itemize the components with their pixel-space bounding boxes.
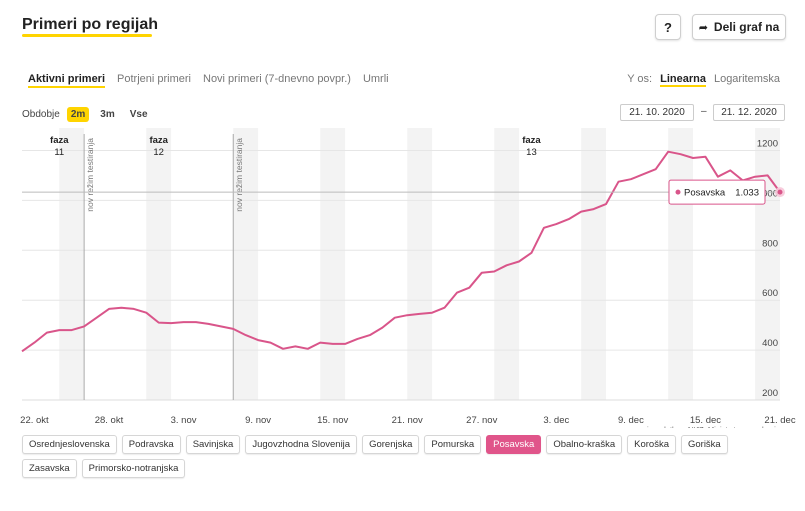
- date-separator: –: [701, 106, 707, 117]
- metric-tabs: Aktivni primeri Potrjeni primeri Novi pr…: [28, 73, 389, 88]
- region-button[interactable]: Gorenjska: [362, 435, 420, 454]
- line-chart: 200 400 600 800 1000 1200 22. okt 28. okt 3. nov…: [20, 128, 796, 428]
- y-tick-label: 400: [762, 338, 778, 349]
- weekend-band: [494, 128, 520, 400]
- region-button[interactable]: Primorsko-notranjska: [81, 459, 186, 478]
- region-button[interactable]: Zasavska: [22, 459, 77, 478]
- y-axis-label: Y os:: [627, 73, 653, 85]
- x-tick-label: 22. okt: [20, 415, 49, 426]
- phase-number: 13: [526, 147, 537, 158]
- weekend-band: [755, 128, 780, 400]
- y-tick-label: 600: [762, 288, 778, 299]
- title-underline: [22, 34, 152, 37]
- x-tick-label: 9. dec: [618, 415, 644, 426]
- region-button[interactable]: Jugovzhodna Slovenija: [245, 435, 358, 454]
- region-button[interactable]: Koroška: [627, 435, 676, 454]
- tab-active-cases[interactable]: Aktivni primeri: [28, 73, 106, 88]
- weekend-band: [320, 128, 346, 400]
- region-button[interactable]: Goriška: [680, 435, 728, 454]
- y-tick-label: 1000: [757, 188, 778, 199]
- tab-new-cases[interactable]: Novi primeri (7-dnevno povpr.): [203, 73, 351, 85]
- x-tick-label: 21. nov: [392, 415, 423, 426]
- y-axis-log[interactable]: Logaritemska: [713, 73, 780, 85]
- page-title: Primeri po regijah: [22, 16, 159, 33]
- event-label: nov režim testiranja: [234, 138, 244, 212]
- tooltip-series: Posavska: [684, 188, 726, 199]
- tab-confirmed-cases[interactable]: Potrjeni primeri: [117, 73, 191, 85]
- share-arrow-icon: ➦: [698, 21, 708, 34]
- tab-deaths[interactable]: Umrli: [362, 73, 389, 85]
- region-button[interactable]: Pomurska: [424, 435, 482, 454]
- region-button[interactable]: Podravska: [121, 435, 181, 454]
- series-line-posavska: [21, 150, 781, 353]
- tooltip-value: 1.033: [735, 188, 759, 199]
- data-source-note: vir podatkov: NIJZ, Ministrstvo za zdrav…: [643, 425, 780, 428]
- y-tick-label: 200: [762, 388, 778, 399]
- weekend-band: [407, 128, 433, 400]
- weekend-band: [59, 128, 85, 400]
- date-to-input[interactable]: 21. 12. 2020: [713, 104, 785, 121]
- phase-label: faza: [522, 135, 541, 146]
- x-tick-label: 21. dec: [764, 415, 795, 426]
- phase-label: faza: [149, 135, 168, 146]
- region-button[interactable]: Obalno-kraška: [546, 435, 623, 454]
- x-tick-label: 3. dec: [543, 415, 569, 426]
- x-tick-label: 28. okt: [95, 415, 124, 426]
- period-label: Obdobje: [22, 109, 60, 120]
- x-tick-label: 9. nov: [245, 415, 271, 426]
- phase-number: 12: [153, 147, 164, 158]
- phase-number: 11: [54, 147, 64, 158]
- hover-point: [777, 189, 783, 195]
- y-axis-linear[interactable]: Linearna: [660, 73, 706, 87]
- x-tick-label: 27. nov: [466, 415, 497, 426]
- region-button[interactable]: Savinjska: [185, 435, 241, 454]
- period-3m[interactable]: 3m: [100, 109, 115, 120]
- date-from-input[interactable]: 21. 10. 2020: [620, 104, 694, 121]
- x-tick-label: 3. nov: [171, 415, 197, 426]
- period-all[interactable]: Vse: [129, 109, 148, 120]
- share-button-label: Deli graf na: [713, 20, 780, 34]
- help-button[interactable]: ?: [655, 14, 681, 40]
- event-label: nov režim testiranja: [85, 138, 95, 212]
- phase-label: faza: [50, 135, 69, 146]
- weekend-band: [581, 128, 607, 400]
- region-button[interactable]: Posavska: [486, 435, 542, 454]
- weekend-band: [146, 128, 172, 400]
- y-axis-scale-switch: Y os: Linearna Logaritemska: [627, 73, 780, 87]
- region-button[interactable]: Osrednjeslovenska: [22, 435, 117, 454]
- y-tick-label: 1200: [757, 138, 778, 149]
- tooltip-box: [668, 179, 766, 205]
- tooltip-dot: [675, 189, 681, 195]
- period-selector: Obdobje 2m 3m Vse: [22, 107, 152, 122]
- x-tick-label: 15. dec: [690, 415, 721, 426]
- share-button[interactable]: ➦ Deli graf na: [692, 14, 786, 40]
- y-tick-label: 800: [762, 238, 778, 249]
- region-selector: Osrednjeslovenska Podravska Savinjska Jugov…: [22, 435, 782, 478]
- x-tick-label: 15. nov: [317, 415, 348, 426]
- weekend-band: [668, 128, 694, 400]
- period-2m[interactable]: 2m: [66, 107, 90, 122]
- weekend-band: [233, 128, 259, 400]
